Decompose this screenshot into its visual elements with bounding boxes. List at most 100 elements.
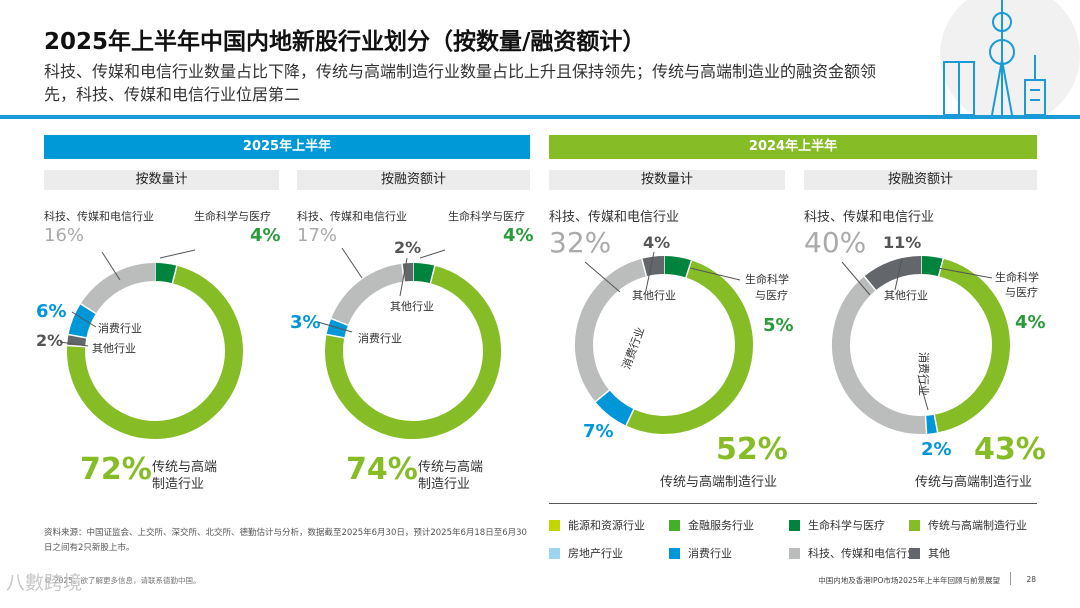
chart3-life-value: 4% <box>1015 312 1046 333</box>
donut-separator <box>924 415 928 434</box>
donut-separator <box>80 303 97 315</box>
chart1-life-label: 生命科学与医疗 <box>448 210 525 223</box>
chart3-tmt-value: 40% <box>804 226 867 259</box>
donut-segment <box>663 256 692 278</box>
city-skyline-illustration <box>940 0 1080 115</box>
watermark: 八數跨境 <box>6 572 83 594</box>
legend-swatch <box>549 519 560 531</box>
legend-swatch <box>909 547 920 559</box>
chart0-mfg-label-line2: 制造行业 <box>152 477 205 492</box>
legend-label: 传统与高端制造行业 <box>928 519 1027 532</box>
chart2-consumer-value: 7% <box>583 421 614 442</box>
chart0-consumer-value: 6% <box>36 301 67 322</box>
chart1-tmt-label: 科技、传媒和电信行业 <box>297 210 407 223</box>
donut-separator <box>863 275 877 291</box>
chart1-consumer-label: 消费行业 <box>358 332 402 345</box>
legend-item: 科技、传媒和电信行业 <box>789 545 918 561</box>
page-subtitle: 科技、传媒和电信行业数量占比下降，传统与高端制造行业数量占比上升且保持领先；传统… <box>44 62 877 104</box>
legend-label: 房地产行业 <box>568 547 623 560</box>
chart2-other-label: 其他行业 <box>632 289 676 302</box>
chart3-life-label-line2: 与医疗 <box>1005 286 1038 299</box>
period-header-2024: 2024年上半年 <box>549 135 1037 159</box>
donut-separator <box>67 344 86 348</box>
chart2-other-value: 4% <box>643 233 671 252</box>
chart0-life-value: 4% <box>250 225 281 246</box>
legend-item: 能源和资源行业 <box>549 517 645 533</box>
chart3-consumer-value: 2% <box>921 439 952 460</box>
donut-separator <box>326 333 345 339</box>
legend-rule <box>549 503 1037 504</box>
chart0-tmt-value: 16% <box>44 225 85 246</box>
donut-segment <box>412 263 435 284</box>
legend-swatch <box>789 547 800 559</box>
chart0-mfg-value: 72% <box>80 452 152 487</box>
legend-label: 其他 <box>928 547 950 560</box>
donut-separator <box>625 408 635 426</box>
chart0-mfg-label-line1: 传统与高端 <box>152 460 218 475</box>
donut-segment <box>920 256 944 277</box>
legend-swatch <box>789 519 800 531</box>
legend-swatch <box>909 519 920 531</box>
chart1-mfg-label-line2: 制造行业 <box>418 477 471 492</box>
report-title: 中国内地及香港IPO市场2025年上半年回顾与前景展望 <box>818 576 1000 585</box>
legend-swatch <box>549 547 560 559</box>
donut-segment <box>68 303 97 339</box>
chart3-other-value: 11% <box>883 233 922 252</box>
legend-swatch <box>669 547 680 559</box>
chart3-life-label-line1: 生命科学 <box>995 271 1039 284</box>
chart2-mfg-value: 52% <box>716 432 788 467</box>
donut-segment <box>925 414 938 434</box>
donut-segment <box>575 258 647 402</box>
donut-segment <box>331 263 405 326</box>
copyright: © 2025。欲了解更多信息，请联系德勤中国。 <box>44 576 201 585</box>
donut-separator <box>937 258 944 277</box>
donut-segment <box>864 256 922 291</box>
legend-label: 能源和资源行业 <box>568 519 645 532</box>
donut-separator <box>641 258 648 277</box>
donut-2024-count <box>575 256 753 434</box>
legend-item: 生命科学与医疗 <box>789 517 885 533</box>
page-number: 28 <box>1026 575 1036 584</box>
donut-separator <box>330 317 349 326</box>
subheader-2025-count: 按数量计 <box>44 170 279 190</box>
legend-item: 消费行业 <box>669 545 732 561</box>
chart3-tmt-label: 科技、传媒和电信行业 <box>804 210 935 225</box>
chart3-mfg-value: 43% <box>974 432 1046 467</box>
chart2-life-value: 5% <box>763 315 794 336</box>
subheader-2025-amount: 按融资额计 <box>297 170 530 190</box>
legend-label: 生命科学与医疗 <box>808 519 885 532</box>
legend-item: 房地产行业 <box>549 545 623 561</box>
chart1-other-value: 2% <box>394 238 422 257</box>
footer-separator <box>1010 572 1011 585</box>
donut-separator <box>171 265 178 284</box>
donut-segment <box>934 258 1010 433</box>
donut-segment <box>595 389 635 426</box>
subheader-2024-amount: 按融资额计 <box>804 170 1037 190</box>
donut-segment <box>154 263 177 284</box>
donut-2024-amount <box>832 256 1010 434</box>
chart2-life-label-line1: 生命科学 <box>745 273 789 286</box>
donut-segment <box>832 276 927 434</box>
chart1-mfg-label-line1: 传统与高端 <box>418 460 484 475</box>
donut-separator <box>401 263 405 282</box>
chart1-mfg-value: 74% <box>346 452 418 487</box>
donut-separator <box>68 333 87 339</box>
source-note: 资料来源：中国证监会、上交所、深交所、北交所、德勤估计与分析，数据截至2025年… <box>44 528 527 553</box>
period-header-2025: 2025年上半年 <box>44 135 530 159</box>
subheader-2024-count: 按数量计 <box>549 170 785 190</box>
donut-separator <box>429 265 436 284</box>
chart3-consumer-label: 消费行业 <box>917 352 930 396</box>
chart1-other-label: 其他行业 <box>390 300 434 313</box>
chart2-tmt-value: 32% <box>549 226 612 259</box>
chart2-mfg-label: 传统与高端制造行业 <box>660 475 778 490</box>
chart0-consumer-label: 消费行业 <box>98 322 142 335</box>
header-rule <box>0 115 1080 119</box>
chart0-other-label: 其他行业 <box>92 342 136 355</box>
page-title: 2025年上半年中国内地新股行业划分（按数量/融资额计） <box>44 29 646 55</box>
leader-lines <box>59 247 993 411</box>
chart3-other-label: 其他行业 <box>884 289 928 302</box>
donut-segment <box>67 265 243 439</box>
legend-label: 金融服务行业 <box>688 519 754 532</box>
chart0-life-label: 生命科学与医疗 <box>194 210 271 223</box>
